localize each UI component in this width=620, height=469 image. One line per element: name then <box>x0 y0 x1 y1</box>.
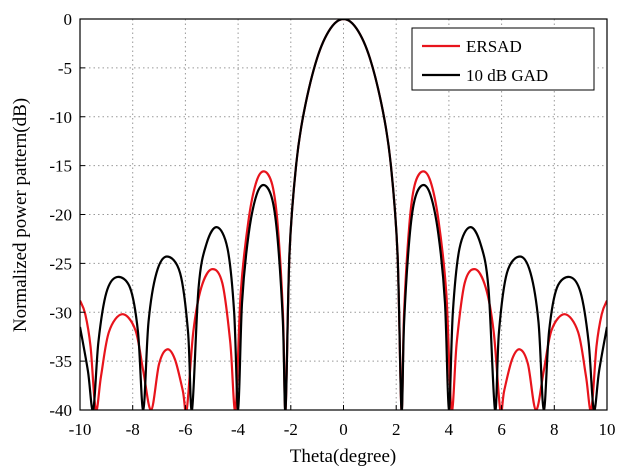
x-tick-label: 0 <box>339 420 348 439</box>
y-tick-label: -25 <box>49 254 72 273</box>
x-axis-title: Theta(degree) <box>290 446 397 467</box>
y-tick-label: -15 <box>49 157 72 176</box>
x-tick-label: 2 <box>392 420 401 439</box>
series-group <box>80 19 607 410</box>
series-line-ersad <box>80 19 607 410</box>
x-tick-label: -8 <box>126 420 140 439</box>
x-tick-label: -4 <box>231 420 246 439</box>
x-tick-label: 6 <box>497 420 506 439</box>
y-tick-label: 0 <box>64 10 73 29</box>
y-tick-label: -35 <box>49 352 72 371</box>
legend-label-ersad: ERSAD <box>466 37 522 56</box>
y-tick-label: -40 <box>49 401 72 420</box>
legend: ERSAD 10 dB GAD <box>411 27 595 91</box>
y-tick-labels: 0 -5 -10 -15 -20 -25 -30 -35 -40 <box>49 10 72 420</box>
y-tick-label: -10 <box>49 108 72 127</box>
series-line-10-db-gad <box>80 19 607 410</box>
legend-box <box>411 27 595 91</box>
y-tick-label: -30 <box>49 303 72 322</box>
x-tick-label: 10 <box>599 420 616 439</box>
x-tick-label: -10 <box>69 420 92 439</box>
x-tick-label: 8 <box>550 420 559 439</box>
x-tick-labels: -10 -8 -6 -4 -2 0 2 4 6 8 10 <box>69 420 616 439</box>
x-tick-label: 4 <box>445 420 454 439</box>
y-tick-label: -20 <box>49 206 72 225</box>
x-tick-label: -2 <box>284 420 298 439</box>
legend-label-10db-gad: 10 dB GAD <box>466 66 548 85</box>
y-axis-title: Normalized power pattern(dB) <box>10 98 31 332</box>
axis-ticks <box>79 18 608 411</box>
x-tick-label: -6 <box>178 420 192 439</box>
y-tick-label: -5 <box>58 59 72 78</box>
